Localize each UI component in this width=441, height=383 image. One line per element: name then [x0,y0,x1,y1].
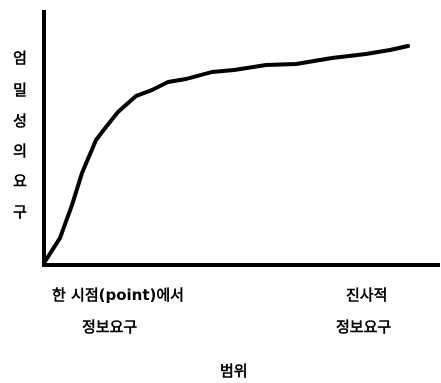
y-label-char-5: 요 [13,172,27,190]
x-right-label-line2: 정보요구 [336,318,392,336]
demand-curve [42,44,410,265]
x-left-label-line1: 한 시점(point)에서 [52,286,184,304]
x-left-label-line2: 정보요구 [82,318,138,336]
y-label-char-6: 구 [13,203,27,221]
x-axis-title: 범위 [220,362,248,380]
y-label-char-2: 밀 [13,81,27,99]
y-label-char-1: 엄 [13,49,27,67]
x-right-label-line1: 진사적 [346,286,388,304]
y-label-char-3: 성 [13,112,27,130]
y-label-char-4: 의 [13,142,27,160]
